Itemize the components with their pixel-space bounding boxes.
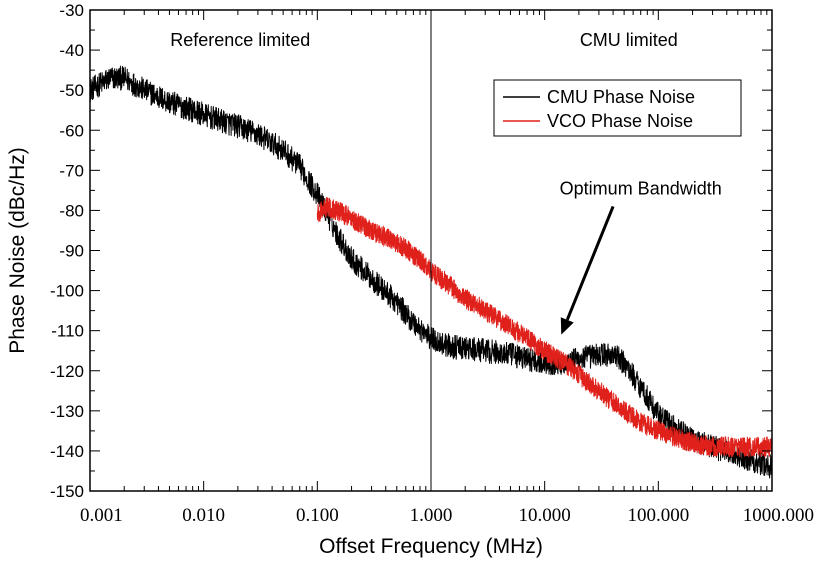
optimum-bandwidth-annotation: Optimum Bandwidth xyxy=(560,178,722,198)
legend-label-vco: VCO Phase Noise xyxy=(547,111,693,131)
y-tick-label: -40 xyxy=(59,41,84,60)
y-tick-label: -60 xyxy=(59,121,84,140)
region-label-reference: Reference limited xyxy=(170,30,310,50)
x-tick-label: 0.001 xyxy=(80,505,123,526)
x-tick-label: 0.100 xyxy=(296,505,339,526)
legend-label-cmu: CMU Phase Noise xyxy=(547,87,695,107)
x-tick-label: 1000.000 xyxy=(743,505,814,526)
y-tick-label: -90 xyxy=(59,242,84,261)
y-tick-label: -120 xyxy=(50,362,84,381)
y-tick-label: -100 xyxy=(50,282,84,301)
axis-ticks xyxy=(89,9,773,492)
x-axis-label: Offset Frequency (MHz) xyxy=(319,535,543,558)
x-tick-label: 1.000 xyxy=(410,505,453,526)
y-axis-label: Phase Noise (dBc/Hz) xyxy=(6,147,29,354)
y-tick-label: -140 xyxy=(50,442,84,461)
optimum-bandwidth-arrow xyxy=(565,205,615,321)
y-tick-label: -80 xyxy=(59,201,84,220)
y-tick-label: -30 xyxy=(59,1,84,20)
x-tick-label: 0.010 xyxy=(182,505,225,526)
y-tick-label: -70 xyxy=(59,161,84,180)
x-tick-label: 100.000 xyxy=(627,505,689,526)
y-tick-label: -110 xyxy=(51,322,84,341)
arrow-head-icon xyxy=(560,317,574,335)
y-tick-label: -150 xyxy=(50,482,84,501)
legend: CMU Phase Noise VCO Phase Noise xyxy=(493,79,742,137)
region-label-cmu: CMU limited xyxy=(580,30,678,50)
x-tick-label: 10.000 xyxy=(519,505,571,526)
series-line-vco xyxy=(316,197,773,458)
y-tick-label: -130 xyxy=(50,402,84,421)
axis-tick-labels: -150 -140 -130 -120 -110 -100 -90 -80 -70 -60 -50 -… xyxy=(50,1,814,526)
legend-box xyxy=(493,79,742,137)
y-tick-label: -50 xyxy=(59,81,84,100)
